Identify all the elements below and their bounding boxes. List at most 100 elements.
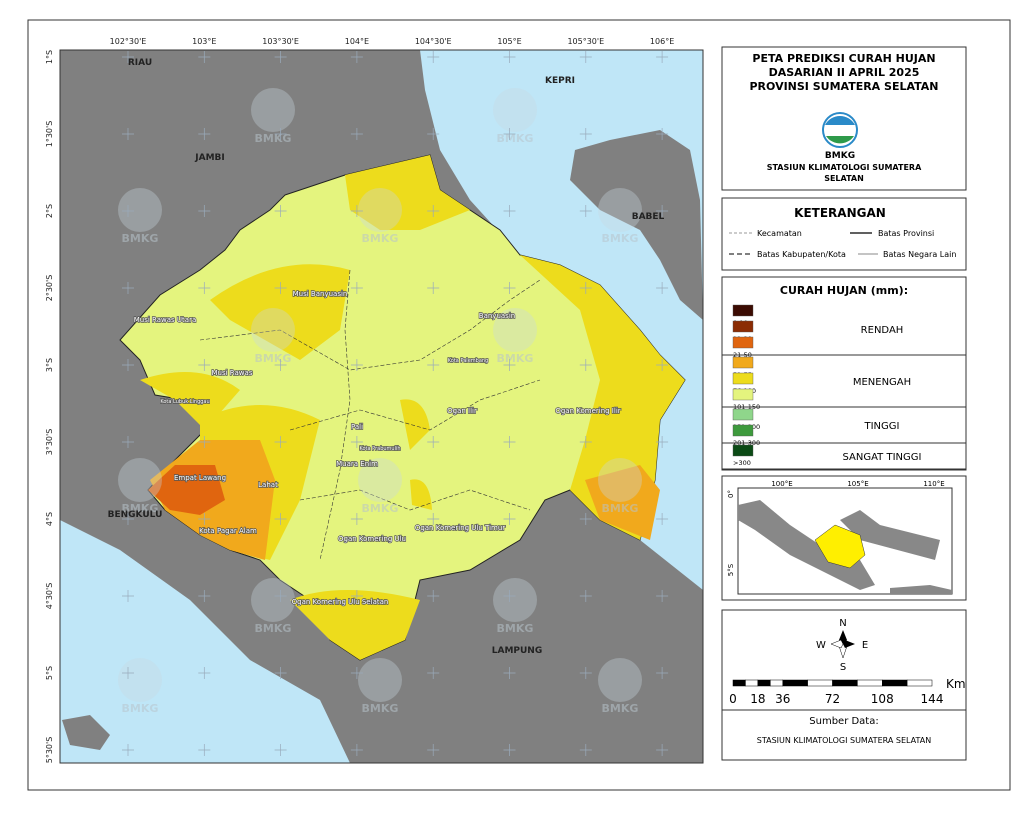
graticule-cross <box>427 744 440 756</box>
graticule-cross <box>656 205 669 217</box>
inset-lat-label: 0° <box>727 490 735 498</box>
lat-tick-label: 1°S <box>45 50 54 64</box>
lon-tick-label: 103°30'E <box>262 37 299 46</box>
watermark: BMKG <box>497 132 534 145</box>
lat-tick-label: 3°30'S <box>45 429 54 456</box>
legend-title: CURAH HUJAN (mm): <box>780 284 908 297</box>
graticule-cross <box>503 128 516 140</box>
compass <box>843 640 855 648</box>
legend-swatch <box>732 320 754 333</box>
keterangan-title: KETERANGAN <box>794 206 886 220</box>
legend-label: >300 <box>733 459 751 467</box>
watermark-logo <box>251 308 295 352</box>
map-frame <box>59 49 704 764</box>
graticule-cross <box>579 590 592 602</box>
graticule-cross <box>122 436 134 448</box>
graticule-cross <box>350 667 363 679</box>
zone-21-50 <box>148 465 225 515</box>
watermark: BMKG <box>255 132 292 145</box>
district-boundary <box>199 279 541 371</box>
district-label: Musi Rawas <box>212 369 253 377</box>
lat-tick-label: 4°30'S <box>45 583 54 610</box>
watermark: BMKG <box>255 352 292 365</box>
watermark: BMKG <box>122 702 159 715</box>
scale-label: 144 <box>921 692 944 706</box>
graticule-cross <box>579 667 592 679</box>
graticule-cross <box>656 51 669 63</box>
district-label: Pali <box>351 423 363 431</box>
graticule-cross <box>198 205 211 217</box>
scale-segment <box>882 679 908 687</box>
graticule-cross <box>427 436 440 448</box>
graticule-cross <box>198 590 211 602</box>
watermark: BMKG <box>122 502 159 515</box>
district-label: Ogan Ilir <box>447 407 477 415</box>
graticule-cross <box>198 359 211 371</box>
graticule-cross <box>122 590 134 602</box>
watermark: BMKG <box>362 702 399 715</box>
title-line: PETA PREDIKSI CURAH HUJAN <box>752 52 935 65</box>
main-map: BMKG BMKG BMKG BMKG BMKG BMKG BMKG BMKG BMKG BMKG… <box>45 37 704 764</box>
graticule-cross <box>122 128 134 140</box>
legend-group: TINGGI <box>864 421 900 432</box>
scale-segment <box>857 679 883 687</box>
district-label: Muara Enim <box>336 460 378 468</box>
scale-segment <box>832 679 858 687</box>
district-label: Musi Rawas Utara <box>134 316 197 324</box>
region-label: BABEL <box>632 212 665 222</box>
graticule-cross <box>579 436 592 448</box>
watermark-logo <box>358 458 402 502</box>
title-line: PROVINSI SUMATERA SELATAN <box>749 80 938 93</box>
scale-label: 0 <box>729 692 737 706</box>
graticule-cross <box>427 359 440 371</box>
legend-swatch <box>732 424 754 437</box>
graticule-cross <box>579 128 592 140</box>
legend-group: SANGAT TINGGI <box>843 452 922 463</box>
watermark-logo <box>251 88 295 132</box>
watermark-logo <box>118 188 162 232</box>
lon-tick-label: 104°E <box>345 37 369 46</box>
logo <box>825 116 855 125</box>
district-boundary <box>319 269 351 561</box>
graticule-cross <box>350 513 363 525</box>
graticule-cross <box>350 436 363 448</box>
scale-unit: Km <box>946 677 966 691</box>
inset-lon-label: 110°E <box>923 480 944 488</box>
outer-frame <box>27 19 1011 791</box>
graticule-cross <box>122 282 134 294</box>
lon-tick-label: 105°E <box>497 37 521 46</box>
graticule-cross <box>274 436 287 448</box>
graticule-cross <box>198 436 211 448</box>
source-title: Sumber Data: <box>809 716 878 727</box>
inset-lon-label: 105°E <box>847 480 868 488</box>
keterangan-item: Batas Negara Lain <box>883 250 956 259</box>
legend-swatch <box>732 444 754 457</box>
compass-label: W <box>816 640 826 651</box>
lon-tick-label: 103°E <box>192 37 216 46</box>
watermark-logo <box>493 88 537 132</box>
legend-swatch <box>732 356 754 369</box>
graticule-cross <box>350 51 363 63</box>
graticule-cross <box>656 667 669 679</box>
lat-tick-label: 5°S <box>45 666 54 680</box>
graticule-cross <box>198 51 211 63</box>
region-label: BENGKULU <box>108 510 163 520</box>
scale-segment <box>732 679 746 687</box>
graticule-cross <box>503 667 516 679</box>
zone-51-75 <box>150 440 660 560</box>
lon-tick-label: 104°30'E <box>415 37 452 46</box>
inset-land <box>738 500 875 590</box>
graticule-cross <box>198 667 211 679</box>
graticule-cross <box>350 590 363 602</box>
watermark: BMKG <box>255 622 292 635</box>
watermark: BMKG <box>497 352 534 365</box>
compass-label: S <box>840 662 846 673</box>
district-label: Kota Palembang <box>448 358 488 364</box>
graticule-cross <box>274 51 287 63</box>
watermark-logo <box>358 188 402 232</box>
district-label: Musi Banyuasin <box>293 290 348 298</box>
lat-tick-label: 1°30'S <box>45 121 54 148</box>
graticule-cross <box>427 282 440 294</box>
region-label: JAMBI <box>194 153 224 163</box>
